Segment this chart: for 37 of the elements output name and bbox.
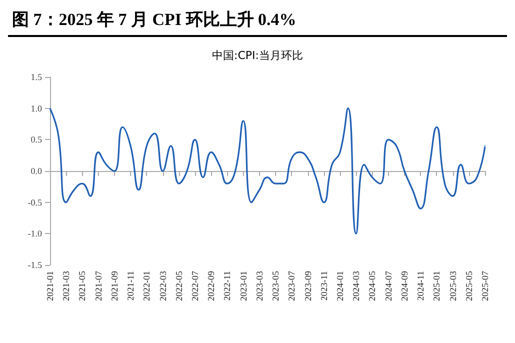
x-tick-label: 2024-01 (335, 271, 345, 301)
y-tick-label: 0.5 (30, 134, 42, 145)
x-tick-label: 2023-01 (238, 271, 248, 301)
x-tick-label: 2025-03 (448, 270, 458, 301)
x-tick-label: 2024-11 (416, 271, 426, 301)
y-tick-label: -0.5 (28, 197, 42, 208)
y-tick-label: -1.0 (28, 228, 42, 239)
y-tick-label: 0.0 (30, 166, 42, 176)
x-tick-label: 2023-07 (286, 270, 297, 301)
x-tick-label: 2021-01 (45, 271, 55, 301)
y-tick-label: 1.5 (30, 72, 42, 82)
x-tick-label: 2022-01 (142, 271, 152, 301)
x-tick-label: 2021-09 (109, 270, 120, 301)
x-tick-label: 2022-07 (190, 270, 200, 301)
x-tick-label: 2021-11 (126, 271, 136, 301)
x-tick-label: 2024-07 (383, 270, 394, 301)
x-tick-label: 2023-03 (254, 270, 264, 301)
x-tick-label: 2024-05 (367, 270, 378, 301)
x-tick-label: 2023-11 (318, 271, 329, 301)
x-tick-label: 2022-03 (158, 270, 168, 301)
x-tick-label: 2024-09 (399, 270, 410, 301)
chart-subtitle: 中国:CPI:当月环比 (212, 49, 303, 62)
x-tick-label: 2024-03 (351, 270, 362, 301)
chart-title: 图 7：2025 年 7 月 CPI 环比上升 0.4% (8, 8, 507, 37)
x-tick-label: 2025-07 (480, 270, 490, 301)
x-tick-label: 2021-07 (93, 270, 104, 301)
x-tick-label: 2023-09 (302, 270, 313, 301)
x-tick-label: 2022-05 (174, 270, 184, 301)
y-tick-label: -1.5 (28, 260, 42, 270)
y-tick-label: 1.0 (30, 103, 42, 114)
x-tick-label: 2023-05 (270, 270, 281, 301)
x-tick-label: 2021-05 (77, 270, 88, 301)
x-tick-label: 2025-01 (432, 271, 442, 301)
x-tick-label: 2025-05 (464, 270, 474, 301)
x-tick-label: 2022-11 (222, 271, 232, 301)
x-tick-label: 2021-03 (61, 270, 72, 301)
x-tick-label: 2022-09 (206, 270, 216, 301)
